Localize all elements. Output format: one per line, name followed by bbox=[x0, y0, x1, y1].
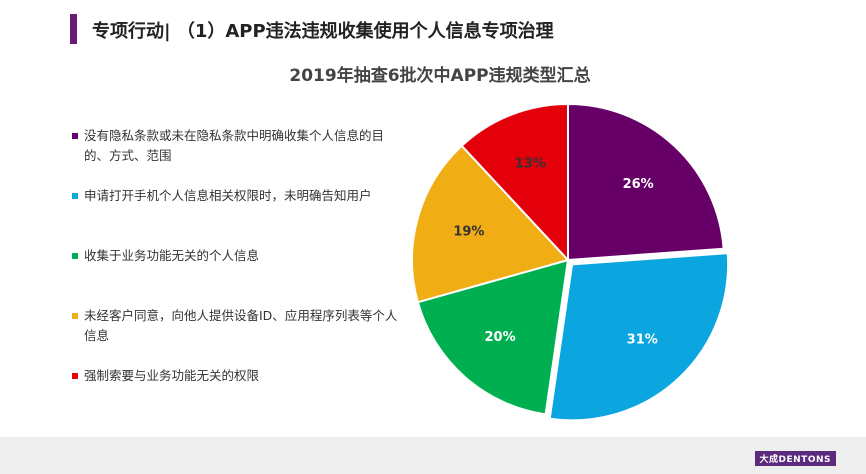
footer: 大成DENTONS bbox=[0, 437, 866, 474]
legend-swatch bbox=[72, 253, 78, 259]
chart-title: 2019年抽查6批次中APP违规类型汇总 bbox=[289, 65, 590, 86]
pie-slice bbox=[567, 102, 725, 262]
header-title: 专项行动| （1）APP违法违规收集使用个人信息专项治理 bbox=[92, 21, 554, 42]
legend-label: 强制索要与业务功能无关的权限 bbox=[84, 368, 260, 383]
legend-item: 强制索要与业务功能无关的权限 bbox=[72, 366, 402, 386]
legend-label: 没有隐私条款或未在隐私条款中明确收集个人信息的目的、方式、范围 bbox=[84, 128, 385, 163]
legend-swatch bbox=[72, 193, 78, 199]
pie-slice bbox=[411, 144, 570, 304]
legend-swatch bbox=[72, 373, 78, 379]
legend-swatch bbox=[72, 133, 78, 139]
legend-label: 未经客户同意，向他人提供设备ID、应用程序列表等个人信息 bbox=[84, 308, 398, 343]
logo: 大成DENTONS bbox=[754, 451, 836, 466]
pie-slice bbox=[548, 252, 730, 422]
pie-slice bbox=[416, 258, 570, 416]
legend-label: 收集于业务功能无关的个人信息 bbox=[84, 248, 260, 263]
legend-item: 未经客户同意，向他人提供设备ID、应用程序列表等个人信息 bbox=[72, 306, 402, 346]
value-label: 26% bbox=[623, 177, 654, 192]
value-label: 19% bbox=[453, 225, 484, 240]
value-label: 13% bbox=[515, 157, 546, 172]
legend-item: 申请打开手机个人信息相关权限时，未明确告知用户 bbox=[72, 186, 402, 206]
legend-swatch bbox=[72, 313, 78, 319]
header-accent bbox=[70, 14, 77, 44]
legend-item: 收集于业务功能无关的个人信息 bbox=[72, 246, 402, 266]
chart: 2019年抽查6批次中APP违规类型汇总 26% 31% 20% 19% 13% bbox=[289, 65, 730, 422]
value-label: 31% bbox=[627, 332, 658, 347]
legend-label: 申请打开手机个人信息相关权限时，未明确告知用户 bbox=[84, 188, 372, 203]
legend-item: 没有隐私条款或未在隐私条款中明确收集个人信息的目的、方式、范围 bbox=[72, 126, 402, 166]
value-label: 20% bbox=[485, 330, 516, 345]
pie-slice bbox=[460, 102, 569, 263]
